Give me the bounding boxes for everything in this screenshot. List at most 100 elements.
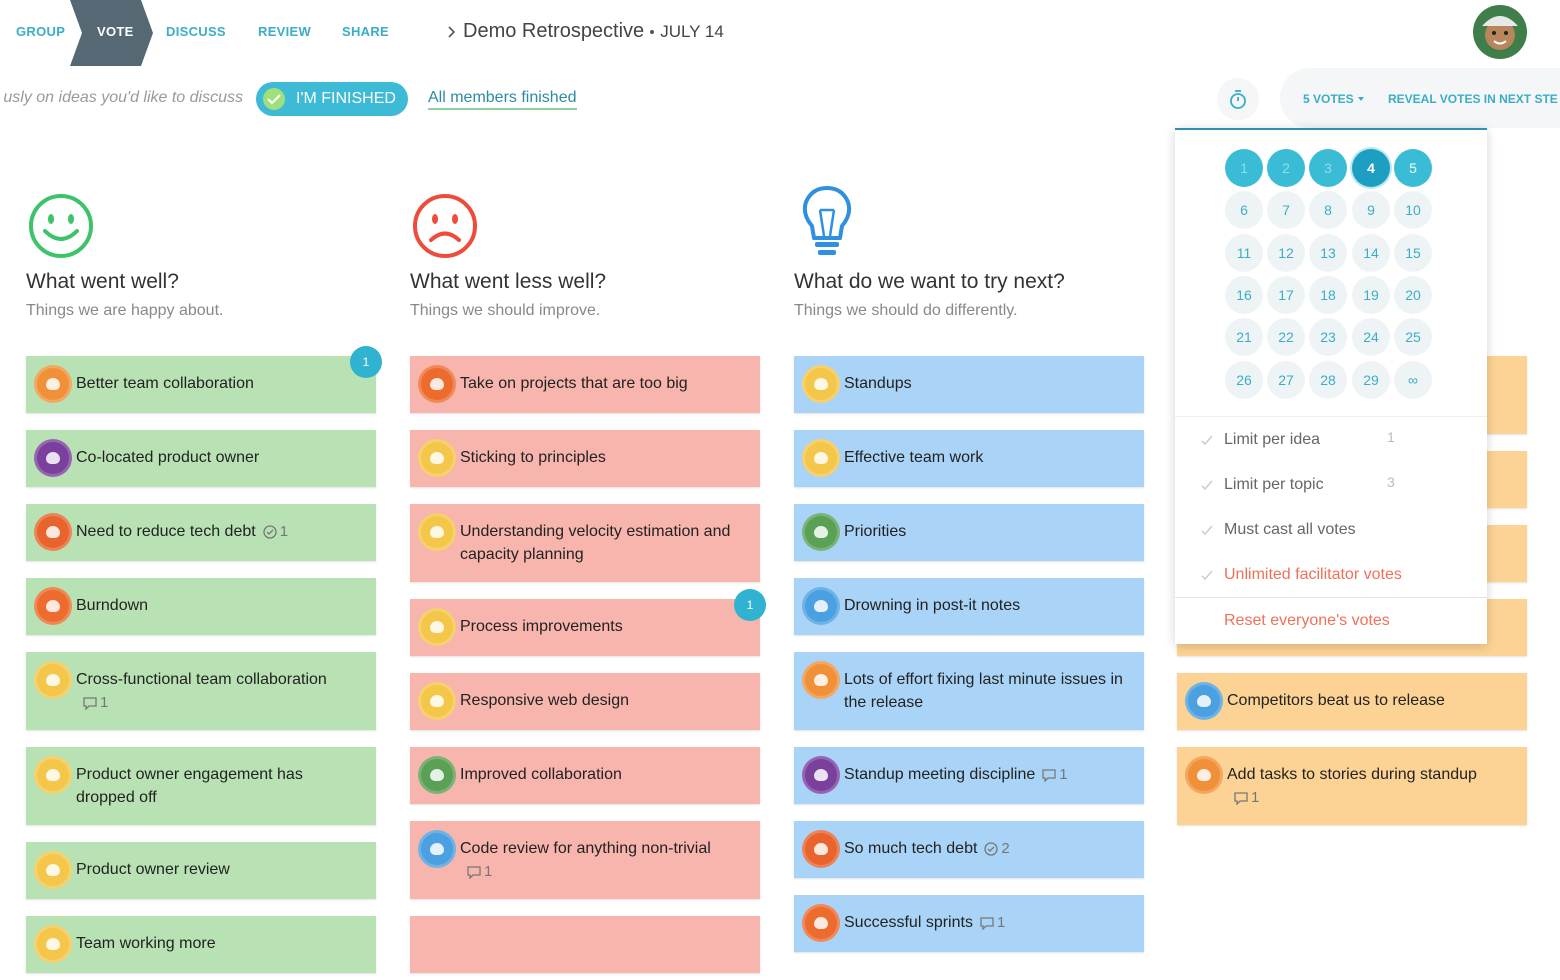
comments-count: 1 (979, 911, 1005, 934)
vote-option[interactable]: 27 (1267, 360, 1305, 399)
caret (1357, 97, 1364, 101)
vote-option[interactable]: 6 (1225, 191, 1263, 230)
vote-option[interactable]: 3 (1309, 149, 1347, 187)
vote-option[interactable]: 22 (1267, 318, 1305, 357)
card[interactable]: Product owner review (26, 842, 376, 900)
vote-option[interactable]: 25 (1394, 318, 1432, 357)
count: 1 (996, 914, 1006, 932)
members-status[interactable]: All members finished (428, 89, 577, 110)
vote-option[interactable]: 16 (1225, 275, 1263, 314)
card[interactable]: Better team collaboration 1 (26, 346, 382, 413)
card[interactable]: Standup meeting discipline 1 (794, 747, 1144, 804)
vote-option[interactable]: 19 (1352, 275, 1390, 314)
reset-votes[interactable]: Reset everyone's votes (1224, 612, 1390, 629)
vote-option[interactable]: 26 (1225, 360, 1263, 399)
card[interactable]: Take on projects that are too big (410, 356, 760, 413)
card[interactable]: So much tech debt 2 (794, 821, 1144, 878)
vote-option[interactable]: 5 (1394, 149, 1432, 187)
avatar (802, 756, 840, 794)
avatar (34, 661, 72, 699)
card-list: Take on projects that are too big Stickin… (410, 356, 766, 974)
avatar (418, 365, 456, 403)
card[interactable] (410, 916, 760, 974)
vote-option[interactable]: ∞ (1394, 360, 1432, 399)
vote-option[interactable]: 13 (1309, 233, 1347, 272)
card[interactable]: Standups (794, 356, 1144, 413)
votes-button[interactable]: 5 VOTES (1303, 92, 1364, 106)
card[interactable]: Team working more (26, 916, 376, 974)
card-list: Better team collaboration 1 Co-located pro… (26, 346, 382, 974)
card[interactable]: Understanding velocity estimation and ca… (410, 504, 760, 582)
vote-option[interactable]: 7 (1267, 191, 1305, 230)
card[interactable]: Cross-functional team collaboration 1 (26, 652, 376, 731)
card[interactable]: Sticking to principles (410, 430, 760, 487)
vote-option[interactable]: 21 (1225, 318, 1263, 357)
vote-option[interactable]: 9 (1352, 191, 1390, 230)
card[interactable]: Lots of effort fixing last minute issues… (794, 652, 1144, 730)
card[interactable]: Co-located product owner (26, 430, 376, 487)
setting-check[interactable] (1200, 478, 1214, 497)
count: 1 (484, 863, 493, 881)
vote-option[interactable]: 8 (1309, 191, 1347, 230)
card[interactable]: Product owner engagement has dropped off (26, 747, 376, 826)
vote-option[interactable]: 17 (1267, 275, 1305, 314)
card[interactable]: Need to reduce tech debt 1 (26, 504, 376, 561)
vote-option[interactable]: 4 (1352, 149, 1390, 187)
avatar (34, 439, 72, 477)
vote-option[interactable]: 28 (1309, 360, 1347, 399)
vote-option[interactable]: 1 (1225, 149, 1263, 187)
vote-option[interactable]: 2 (1267, 149, 1305, 187)
timer-button[interactable] (1216, 77, 1260, 121)
setting-check[interactable] (1200, 523, 1214, 542)
setting-check[interactable] (1200, 568, 1214, 587)
card[interactable]: Effective team work (794, 430, 1144, 487)
setting-label: Must cast all votes (1224, 521, 1356, 538)
reveal-button[interactable]: REVEAL VOTES IN NEXT STE (1388, 92, 1558, 106)
setting-label: Limit per topic (1224, 476, 1324, 493)
card[interactable]: Responsive web design (410, 673, 760, 730)
vote-option[interactable]: 14 (1352, 233, 1390, 272)
card[interactable]: Priorities (794, 504, 1144, 561)
vote-option[interactable]: 10 (1394, 191, 1432, 230)
vote-option[interactable]: 24 (1352, 318, 1390, 357)
nav-step[interactable]: VOTE (97, 24, 134, 39)
card[interactable]: Drowning in post-it notes (794, 578, 1144, 635)
setting-check[interactable] (1200, 433, 1214, 452)
card[interactable]: Code review for anything non-trivial 1 (410, 821, 760, 900)
vote-option[interactable]: 29 (1352, 360, 1390, 399)
column-subtitle: Things we are happy about. (26, 302, 224, 319)
card[interactable]: Improved collaboration (410, 747, 760, 804)
card-text: Need to reduce tech debt (76, 523, 256, 540)
vote-icon (984, 842, 999, 856)
setting-value[interactable]: 1 (1387, 429, 1395, 445)
card-text: Cross-functional team collaboration (76, 671, 327, 688)
card[interactable]: Burndown (26, 578, 376, 635)
vote-option[interactable]: 20 (1394, 275, 1432, 314)
card-text: Process improvements (460, 618, 623, 635)
vote-option[interactable]: 18 (1309, 275, 1347, 314)
avatar (1185, 756, 1223, 794)
column-title: What went less well? (410, 270, 607, 293)
nav-step[interactable]: SHARE (342, 24, 390, 39)
vote-option[interactable]: 11 (1225, 233, 1263, 272)
setting-value[interactable]: 3 (1387, 474, 1395, 490)
nav-step[interactable]: DISCUSS (166, 24, 226, 39)
avatar (802, 904, 840, 942)
avatar (34, 365, 72, 403)
card-text: Understanding velocity estimation and ca… (460, 523, 731, 563)
vote-option[interactable]: 12 (1267, 233, 1305, 272)
votes-count: 2 (983, 837, 1010, 860)
user-avatar[interactable] (1472, 4, 1528, 60)
nav-step[interactable]: REVIEW (258, 24, 312, 39)
finished-button[interactable]: I'M FINISHED (256, 82, 408, 116)
card[interactable]: Process improvements 1 (410, 589, 766, 656)
card-text: Improved collaboration (460, 766, 622, 783)
vote-option[interactable]: 23 (1309, 318, 1347, 357)
nav-step[interactable]: GROUP (16, 24, 66, 39)
card[interactable]: Successful sprints 1 (794, 895, 1144, 952)
instruction: usly on ideas you'd like to discuss (3, 89, 243, 106)
card[interactable]: Competitors beat us to release (1177, 673, 1527, 730)
card[interactable]: Add tasks to stories during standup 1 (1177, 747, 1527, 826)
vote-option[interactable]: 15 (1394, 233, 1432, 272)
column-subtitle: Things we should do differently. (794, 302, 1018, 319)
